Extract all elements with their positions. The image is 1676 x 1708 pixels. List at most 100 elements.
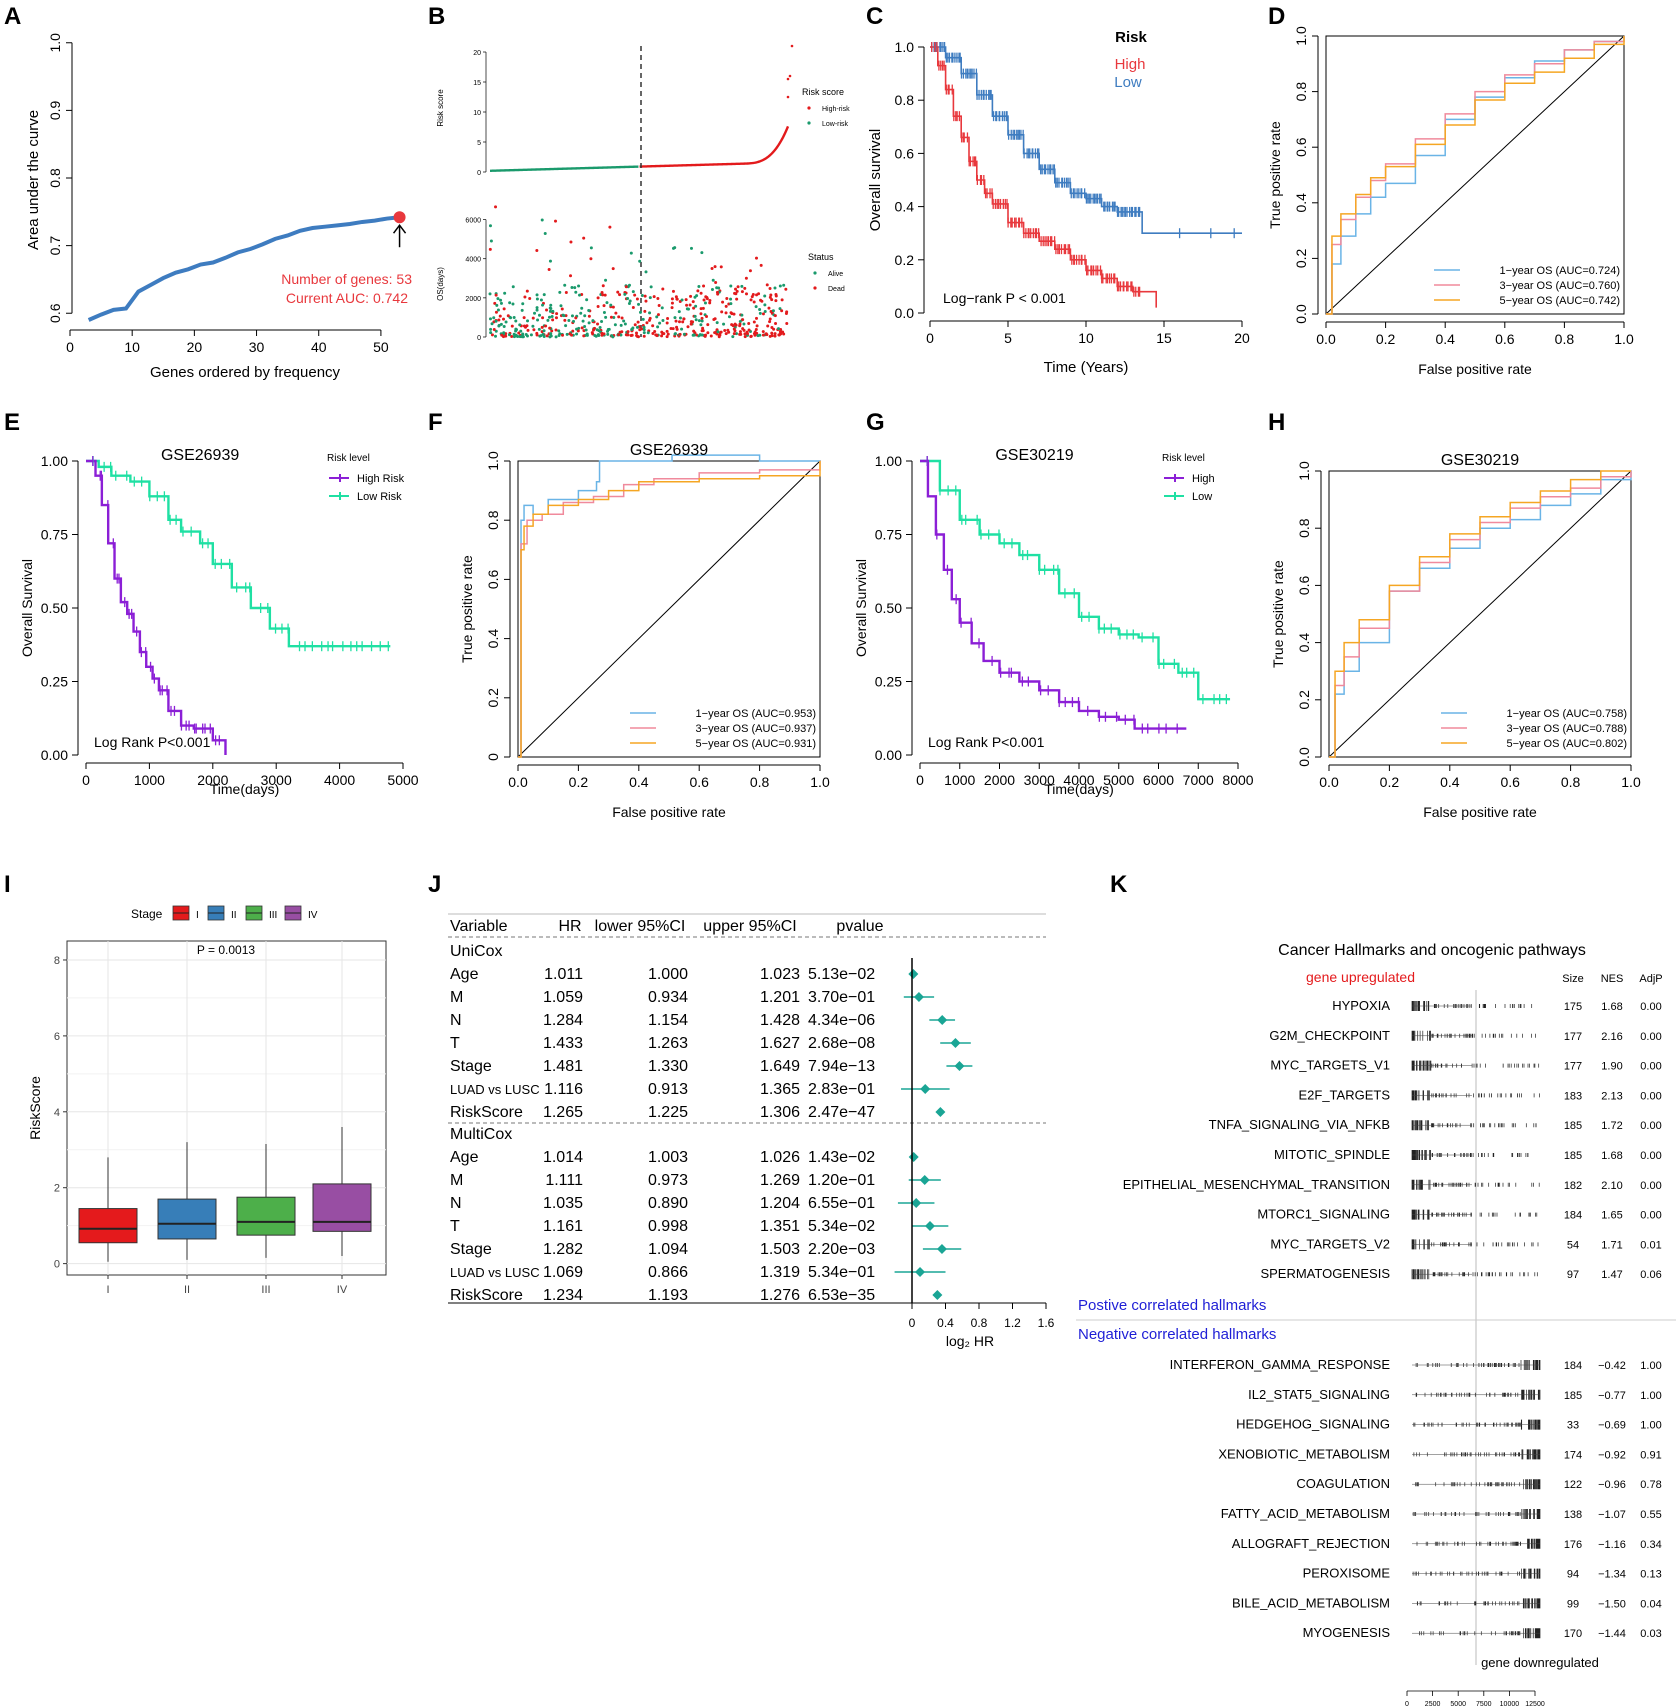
alive-point (731, 335, 735, 339)
alive-point (558, 332, 562, 336)
alive-point (773, 286, 777, 290)
hr-diamond (919, 1175, 930, 1185)
hallmark-name: ALLOGRAFT_REJECTION (1232, 1536, 1390, 1551)
x-axis-title: False positive rate (1423, 804, 1537, 820)
alive-point (623, 292, 627, 296)
legend-entry: 5−year OS (AUC=0.742) (1500, 295, 1620, 307)
hallmark-size: 184 (1564, 1360, 1582, 1372)
dead-point (719, 330, 723, 334)
alive-point (496, 297, 500, 301)
dead-point (754, 256, 758, 260)
dead-point (745, 332, 749, 336)
outlier-point (786, 95, 790, 99)
dead-point (751, 292, 755, 296)
x-tick-label: 1.0 (1614, 331, 1634, 347)
row-lower-ci: 1.193 (648, 1287, 688, 1304)
alive-point (502, 331, 506, 335)
dead-point (699, 307, 703, 311)
dead-point (531, 316, 535, 320)
dead-point (770, 334, 774, 338)
alive-point (638, 259, 642, 263)
alive-point (563, 283, 567, 287)
dead-point (713, 265, 717, 269)
dead-point (671, 327, 675, 331)
alive-point (521, 332, 525, 336)
legend-dot-low (807, 121, 811, 125)
y-axis-title: Overall Survival (853, 559, 869, 657)
dead-point (721, 300, 725, 304)
dead-point (696, 289, 700, 293)
alive-point (507, 333, 511, 337)
panel-letter: D (1268, 3, 1285, 30)
dead-point (642, 334, 646, 338)
row-lower-ci: 0.934 (648, 989, 688, 1006)
alive-point (570, 285, 574, 289)
x-axis-title: log₂ HR (946, 1333, 994, 1349)
alive-point (557, 329, 561, 333)
alive-point (613, 323, 617, 327)
table-header: Variable (450, 918, 508, 935)
dead-point (665, 335, 669, 339)
roc-5-year-curve (1326, 36, 1625, 315)
dead-point (733, 291, 737, 295)
dead-point (635, 297, 639, 301)
dead-point (774, 322, 778, 326)
alive-point (740, 284, 744, 288)
x-tick-label: 3000 (261, 772, 292, 788)
panel-f: 0.0 0.2 0.4 0.6 0.8 1.0 0 0.2 0.4 0.6 0.8 1.0 False … (459, 442, 830, 820)
x-tick-label: 1.0 (1621, 774, 1641, 790)
alive-point (711, 278, 715, 282)
outlier-point (788, 74, 792, 78)
x-tick-label: 5 (1004, 330, 1012, 346)
dead-point (596, 304, 600, 308)
dead-point (510, 324, 514, 328)
row-lower-ci: 1.000 (648, 966, 688, 983)
alive-point (579, 311, 583, 315)
dead-point (643, 294, 647, 298)
row-variable: Age (450, 966, 479, 983)
alive-point (604, 278, 608, 282)
dead-point (773, 332, 777, 336)
y-tick-label: 0.2 (485, 688, 501, 708)
legend-title: Status (808, 252, 834, 262)
dead-point (769, 293, 773, 297)
dead-point (704, 333, 708, 337)
dead-point (544, 324, 548, 328)
dead-point (535, 333, 539, 337)
alive-point (771, 309, 775, 313)
y-tick-label: 0.2 (895, 252, 915, 268)
alive-point (536, 318, 540, 322)
dead-point (600, 291, 604, 295)
row-hr: 1.116 (544, 1081, 583, 1098)
alive-point (488, 224, 492, 228)
x-tick-label: 0.6 (1495, 331, 1515, 347)
alive-point (558, 290, 562, 294)
alive-point (564, 324, 568, 328)
alive-point (655, 315, 659, 319)
alive-point (763, 309, 767, 313)
dead-point (710, 266, 714, 270)
y-axis-title: True positive rate (1267, 121, 1283, 229)
dead-point (729, 311, 733, 315)
hallmark-name: G2M_CHECKPOINT (1269, 1028, 1390, 1043)
y-tick-label: 0.0 (1296, 747, 1312, 767)
alive-point (595, 328, 599, 332)
legend-entry: III (269, 910, 277, 921)
y-tick-label: 1.00 (41, 453, 68, 469)
dead-point (741, 318, 745, 322)
hallmark-name: XENOBIOTIC_METABOLISM (1218, 1446, 1390, 1461)
row-pvalue: 2.83e−01 (808, 1081, 875, 1098)
panel-j: Variable HR lower 95%CI upper 95%CI pvalue Un… (448, 913, 1055, 1349)
dead-point (773, 334, 777, 338)
row-lower-ci: 1.225 (648, 1104, 688, 1121)
y-tick-label: 5 (477, 140, 481, 147)
dead-point (780, 298, 784, 302)
dead-point (686, 325, 690, 329)
hallmark-nes: −1.16 (1598, 1539, 1626, 1551)
y-tick-label: 0.4 (1293, 193, 1309, 213)
panel-letter: H (1268, 409, 1285, 436)
legend-entry: 3−year OS (AUC=0.937) (696, 723, 816, 735)
dead-point (494, 205, 498, 209)
row-upper-ci: 1.269 (760, 1172, 800, 1189)
hallmark-name: TNFA_SIGNALING_VIA_NFKB (1209, 1117, 1390, 1132)
